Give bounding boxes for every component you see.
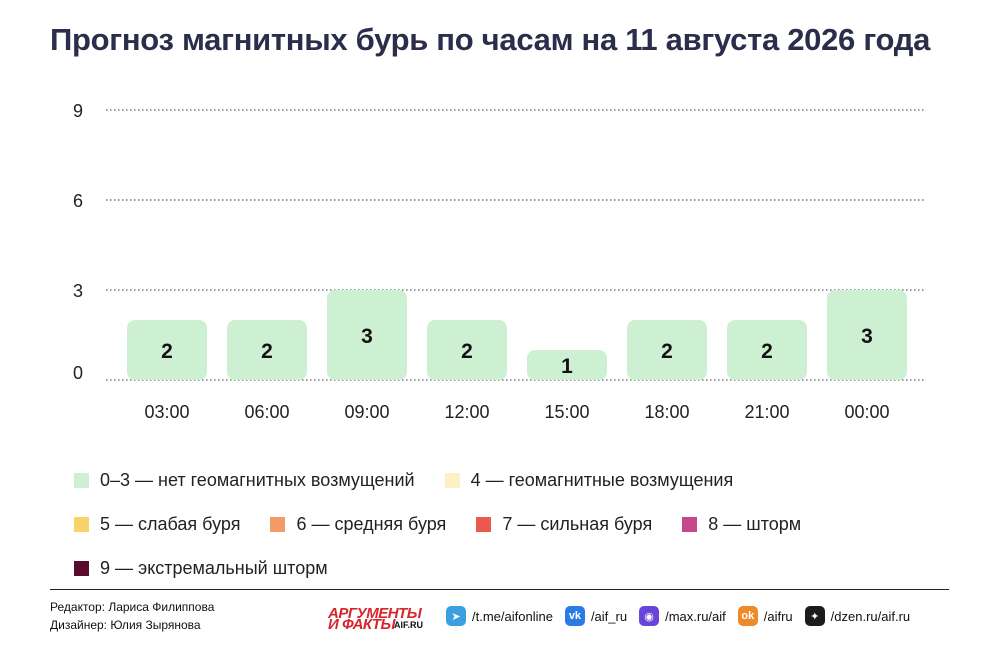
bar-value-label: 3: [361, 325, 373, 348]
legend-label: 9 — экстремальный шторм: [100, 557, 328, 578]
legend-swatch: [476, 516, 492, 532]
bar: [227, 320, 307, 380]
legend-row: 5 — слабая буря 6 — средняя буря 7 — сильн…: [74, 502, 954, 546]
y-tick-label: 9: [73, 101, 83, 121]
y-tick-label: 0: [73, 363, 83, 383]
legend-item: 9 — экстремальный шторм: [74, 558, 328, 579]
chart-title: Прогноз магнитных бурь по часам на 11 ав…: [50, 22, 931, 57]
legend-item: 6 — средняя буря: [270, 514, 446, 535]
editor-credit: Редактор: Лариса Филиппова: [50, 600, 215, 614]
aif-logo[interactable]: АРГУМЕНТЫ И ФАКТЫ AIF.RU: [328, 605, 434, 633]
legend-swatch: [444, 472, 460, 488]
max-icon: ◉: [639, 606, 660, 626]
legend-item: 4 — геомагнитные возмущения: [444, 469, 734, 491]
social-link-text: /aifru: [763, 608, 793, 624]
legend-swatch: [270, 516, 286, 532]
x-tick-label: 03:00: [144, 402, 189, 422]
legend-label: 6 — средняя буря: [296, 513, 447, 534]
legend-label: 8 — шторм: [708, 513, 802, 534]
legend-swatch: [74, 516, 89, 532]
social-link[interactable]: ok/aifru: [737, 606, 793, 626]
credits: Редактор: Лариса Филиппова Дизайнер: Юли…: [50, 598, 214, 634]
bar-value-label: 2: [161, 340, 173, 363]
x-tick-label: 12:00: [444, 402, 489, 422]
bar-chart: 0 3 6 9 2 2 3 2 1 2 2 3 03:00 06:00 09:00 12:00 15:00 1…: [73, 101, 926, 422]
logo-top-text: АРГУМЕНТЫ: [328, 605, 422, 622]
bar-value-label: 2: [461, 340, 473, 363]
x-axis-ticks: 03:00 06:00 09:00 12:00 15:00 18:00 21:00 00:00: [144, 402, 889, 422]
bar: [327, 290, 407, 380]
telegram-icon: ➤: [446, 606, 466, 626]
social-link[interactable]: ◉ /max.ru/aif: [639, 606, 726, 626]
legend-swatch: [682, 516, 698, 532]
bar: [627, 320, 707, 380]
legend-row: 9 — экстремальный шторм: [74, 546, 954, 590]
x-tick-label: 06:00: [244, 402, 289, 422]
x-tick-label: 15:00: [544, 402, 589, 422]
bar: [427, 320, 507, 380]
legend-item: 7 — сильная буря: [476, 514, 652, 535]
ok-icon: ok: [737, 606, 758, 626]
bar: [827, 290, 907, 380]
legend-label: 5 — слабая буря: [100, 513, 241, 534]
legend: 0–3 — нет геомагнитных возмущений 4 — гео…: [74, 458, 954, 590]
x-tick-label: 18:00: [644, 402, 689, 422]
legend-label: 7 — сильная буря: [502, 513, 653, 534]
legend-label: 0–3 — нет геомагнитных возмущений: [100, 469, 415, 490]
dzen-icon: ✦: [804, 606, 825, 626]
y-tick-label: 6: [73, 191, 83, 211]
bar-value-label: 2: [761, 340, 773, 363]
social-link[interactable]: vk/aif_ru: [564, 606, 628, 626]
legend-row: 0–3 — нет геомагнитных возмущений 4 — гео…: [74, 458, 954, 502]
bar-value-label: 2: [261, 340, 273, 363]
social-link-text: /t.me/aifonline: [472, 608, 553, 624]
logo-site-text: AIF.RU: [394, 620, 423, 630]
legend-label: 4 — геомагнитные возмущения: [470, 469, 734, 490]
social-links: ➤/t.me/aifonline vk/aif_ru ◉/max.ru/aif ok /…: [446, 606, 922, 626]
legend-item: 0–3 — нет геомагнитных возмущений: [74, 470, 415, 491]
legend-swatch: [74, 472, 89, 488]
social-link[interactable]: ➤ /t.me/aifonline: [446, 606, 553, 626]
x-tick-label: 09:00: [344, 402, 389, 422]
social-link[interactable]: ✦ /dzen.ru/aif.ru: [804, 606, 911, 626]
bar-value-label: 2: [661, 340, 673, 363]
logo-bottom-text: И ФАКТЫ: [328, 616, 396, 633]
bar-value-label: 3: [861, 325, 873, 348]
bar: [127, 320, 207, 380]
bar: [527, 350, 607, 380]
y-axis-ticks: 0 3 6 9: [73, 101, 83, 383]
legend-item: 8 — шторм: [682, 514, 801, 535]
x-tick-label: 00:00: [844, 402, 889, 422]
legend-swatch: [74, 560, 89, 576]
y-tick-label: 3: [73, 281, 83, 301]
footer-divider: [50, 589, 949, 590]
vk-icon: vk: [564, 606, 585, 626]
social-link-text: /dzen.ru/aif.ru: [830, 608, 911, 624]
social-link-text: /max.ru/aif: [665, 608, 726, 624]
x-tick-label: 21:00: [744, 402, 789, 422]
designer-credit: Дизайнер: Юлия Зырянова: [50, 618, 201, 632]
bar: [727, 320, 807, 380]
bars: 2 2 3 2 1 2 2 3: [127, 290, 907, 380]
bar-value-label: 1: [561, 355, 573, 378]
legend-item: 5 — слабая буря: [74, 514, 240, 535]
social-link-text: /aif_ru: [590, 608, 628, 624]
